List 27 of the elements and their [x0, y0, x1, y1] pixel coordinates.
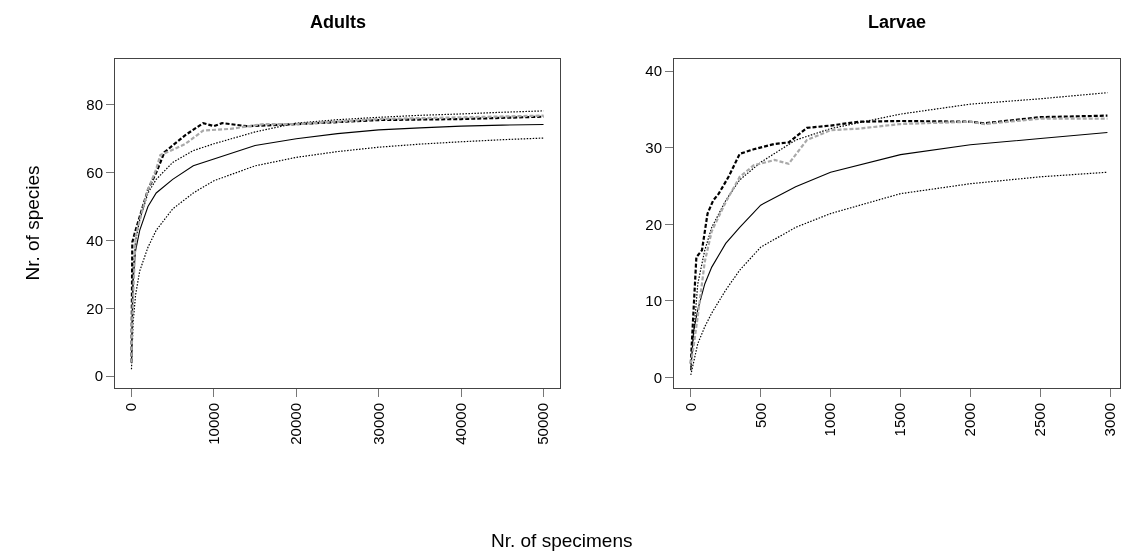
y-tick-label: 20 [86, 299, 103, 317]
x-tick-label: 20000 [287, 403, 305, 445]
x-tick-label: 1500 [891, 403, 909, 437]
y-tick-label: 40 [86, 231, 103, 249]
x-tick-label: 0 [122, 403, 140, 412]
x-tick-label: 0 [681, 403, 699, 412]
x-tick-label: 10000 [204, 403, 222, 445]
x-axis-title: Nr. of specimens [491, 530, 633, 551]
y-tick-label: 80 [86, 96, 103, 114]
y-tick-label: 0 [653, 368, 662, 386]
y-tick-label: 30 [645, 139, 662, 156]
x-tick-label: 500 [751, 403, 769, 429]
x-tick-label: 30000 [369, 403, 387, 445]
x-tick-label: 40000 [451, 403, 469, 445]
y-tick-label: 0 [94, 367, 103, 385]
y-tick-label: 20 [645, 215, 662, 233]
chart-title: Adults [310, 12, 366, 32]
y-tick-label: 40 [645, 62, 662, 80]
x-tick-label: 2000 [961, 403, 979, 437]
x-tick-label: 2500 [1031, 403, 1049, 437]
y-tick-label: 60 [86, 163, 103, 181]
x-tick-label: 3000 [1101, 403, 1119, 437]
x-tick-label: 50000 [534, 403, 552, 445]
y-tick-label: 10 [645, 292, 662, 310]
x-tick-label: 1000 [821, 403, 839, 437]
chart-title: Larvae [868, 12, 927, 32]
y-axis-title: Nr. of species [21, 165, 43, 281]
